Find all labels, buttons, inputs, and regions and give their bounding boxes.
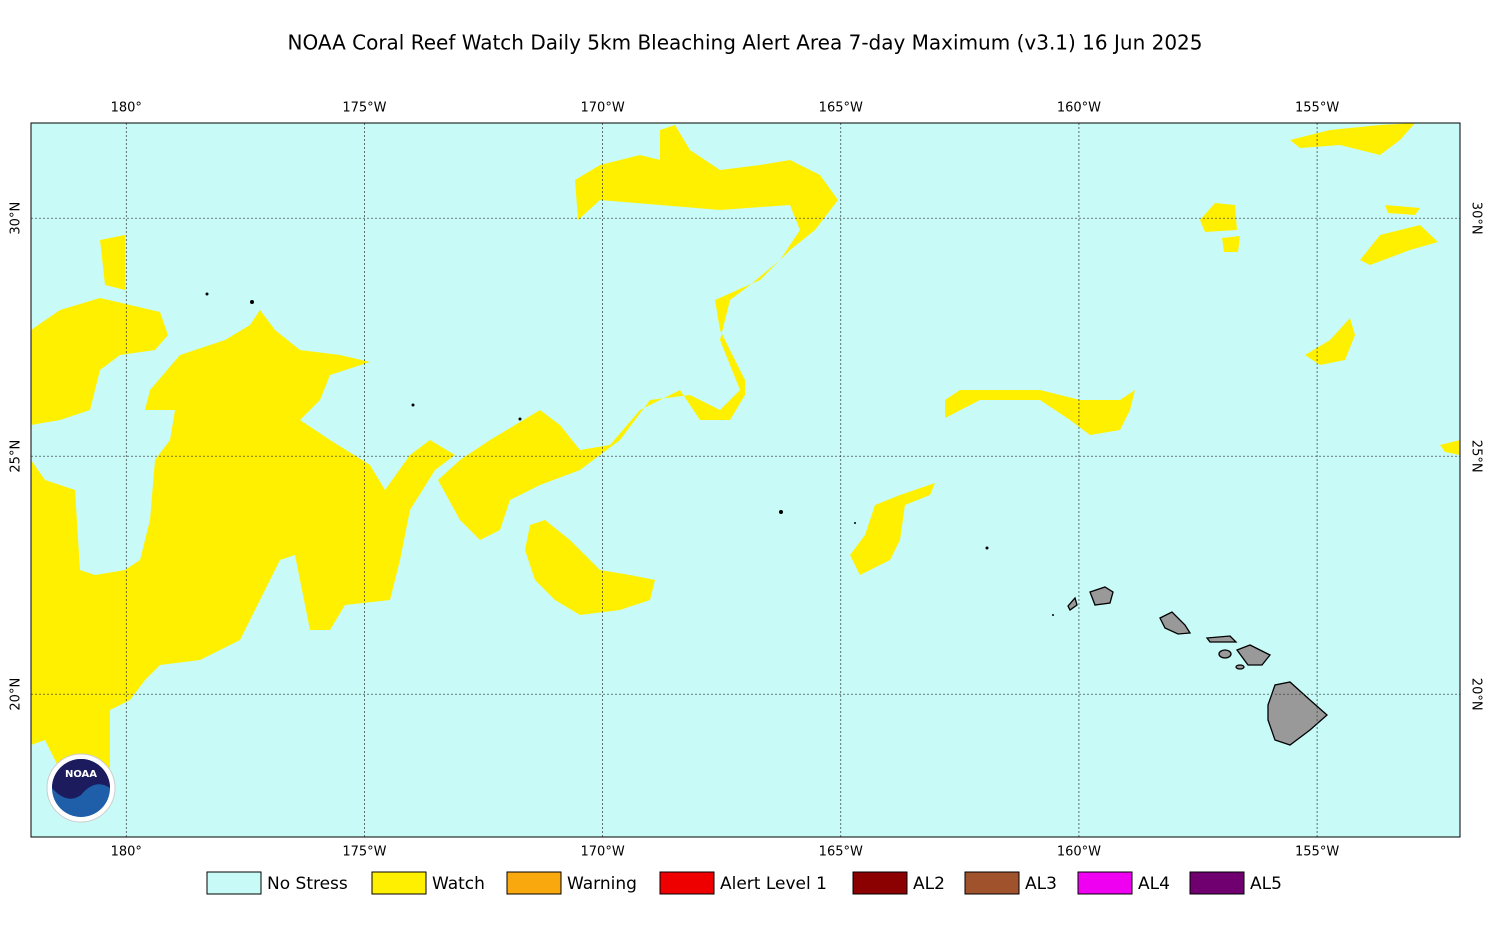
x-tick-label: 175°W — [342, 101, 386, 116]
legend-swatch — [852, 871, 908, 895]
x-tick-label: 155°W — [1295, 101, 1339, 116]
legend: No Stress Watch Warning Alert Level 1 AL2 AL3… — [206, 871, 1282, 895]
legend-swatch — [506, 871, 562, 895]
legend-swatch — [371, 871, 427, 895]
x-tick-label: 165°W — [819, 845, 863, 860]
x-tick-label: 180° — [111, 101, 142, 116]
y-tick-label: 20°N — [9, 678, 24, 711]
legend-swatch — [964, 871, 1020, 895]
x-tick-label: 180° — [111, 845, 142, 860]
legend-label: AL4 — [1138, 874, 1170, 894]
y-tick-label: 25°N — [9, 440, 24, 473]
x-tick-label: 170°W — [581, 845, 625, 860]
map-frame — [30, 122, 1461, 838]
watch-areas — [31, 123, 1460, 770]
y-tick-label: 25°N — [1469, 440, 1484, 473]
noaa-logo: NOAA — [46, 753, 116, 823]
x-tick-label: 165°W — [819, 101, 863, 116]
x-tick-label: 160°W — [1057, 101, 1101, 116]
legend-label: Warning — [567, 874, 637, 894]
legend-label: Alert Level 1 — [720, 874, 827, 894]
legend-label: AL5 — [1250, 874, 1282, 894]
map-title: NOAA Coral Reef Watch Daily 5km Bleachin… — [287, 31, 1202, 55]
legend-label: No Stress — [267, 874, 348, 894]
graticule — [31, 123, 1460, 837]
legend-swatch — [206, 871, 262, 895]
legend-swatch — [659, 871, 715, 895]
x-tick-label: 160°W — [1057, 845, 1101, 860]
y-tick-label: 30°N — [9, 202, 24, 235]
legend-swatch — [1189, 871, 1245, 895]
legend-label: AL3 — [1025, 874, 1057, 894]
legend-swatch — [1077, 871, 1133, 895]
x-tick-label: 155°W — [1295, 845, 1339, 860]
y-tick-label: 30°N — [1469, 202, 1484, 235]
legend-label: AL2 — [913, 874, 945, 894]
x-tick-label: 175°W — [342, 845, 386, 860]
y-tick-label: 20°N — [1469, 678, 1484, 711]
logo-text: NOAA — [65, 769, 97, 780]
legend-label: Watch — [432, 874, 485, 894]
x-tick-label: 170°W — [581, 101, 625, 116]
islands — [205, 292, 1328, 746]
